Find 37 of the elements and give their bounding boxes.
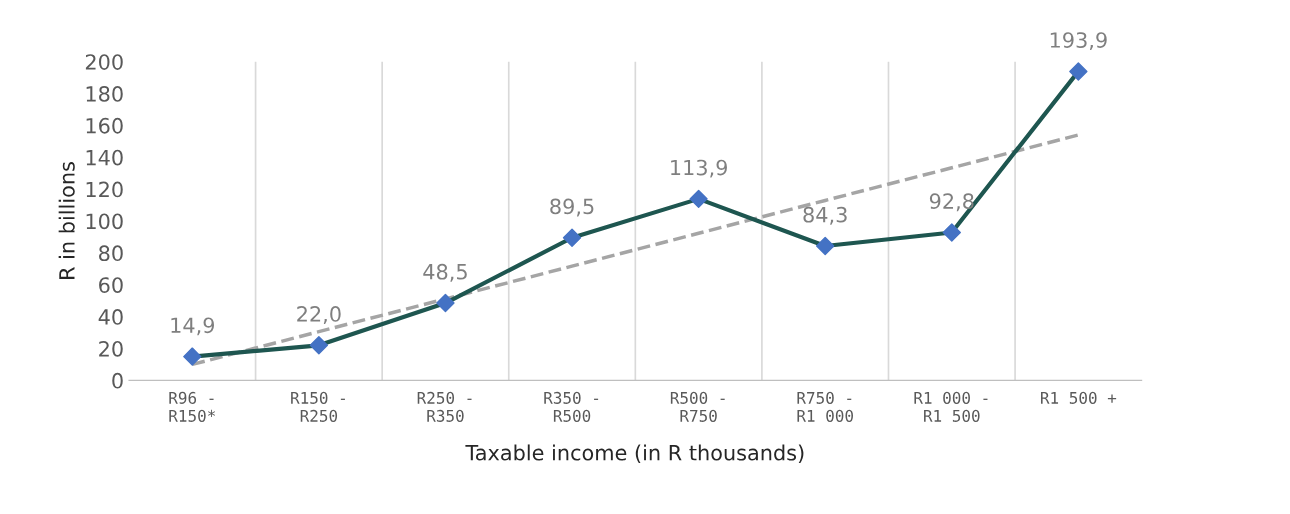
point [562, 228, 582, 247]
data-label: 22,0 [297, 306, 341, 324]
data-label: 92,8 [929, 193, 974, 212]
point [1069, 62, 1088, 81]
x-tick-label: R250 - R350 [417, 391, 472, 422]
y-tick-label: 160 [86, 117, 123, 134]
x-tick-label: R150 - R250 [291, 391, 345, 422]
x-tick-label: R750 - R1 000 [797, 391, 854, 422]
y-tick-label: 200 [85, 54, 123, 70]
x-tick-label: R1 000 - R1 500 [914, 391, 988, 422]
point [436, 293, 455, 313]
data-label: 89,5 [550, 198, 594, 217]
y-tick-label: 120 [86, 181, 123, 198]
point [815, 236, 835, 256]
x-tick-label: R350 - R500 [544, 391, 599, 422]
x-axis-title: Taxable income (in R thousands) [465, 444, 804, 464]
y-tick-label: 60 [99, 277, 123, 293]
data-label: 113,9 [671, 159, 727, 178]
y-tick-label: 0 [112, 372, 123, 389]
y-tick-label: 40 [98, 309, 123, 325]
point [942, 223, 961, 242]
data-label: 48,5 [423, 263, 467, 282]
point [183, 347, 202, 366]
y-tick-label: 140 [86, 149, 123, 166]
x-tick-label: R96 - R150* [169, 391, 216, 422]
x-tick-label: R500 - R750 [670, 391, 725, 422]
x-tick-label: R1 500 + [1041, 391, 1117, 404]
point [689, 189, 708, 209]
data-label: 84,3 [803, 206, 847, 225]
y-tick-label: 20 [99, 340, 123, 357]
y-tick-label: 180 [86, 86, 123, 102]
data-label: 193,9 [1050, 32, 1107, 51]
y-tick-label: 100 [86, 213, 123, 230]
point [309, 336, 329, 355]
data-label: 14,9 [171, 317, 215, 336]
y-axis-title: R in billions [58, 162, 75, 279]
y-tick-label: 80 [99, 245, 123, 262]
